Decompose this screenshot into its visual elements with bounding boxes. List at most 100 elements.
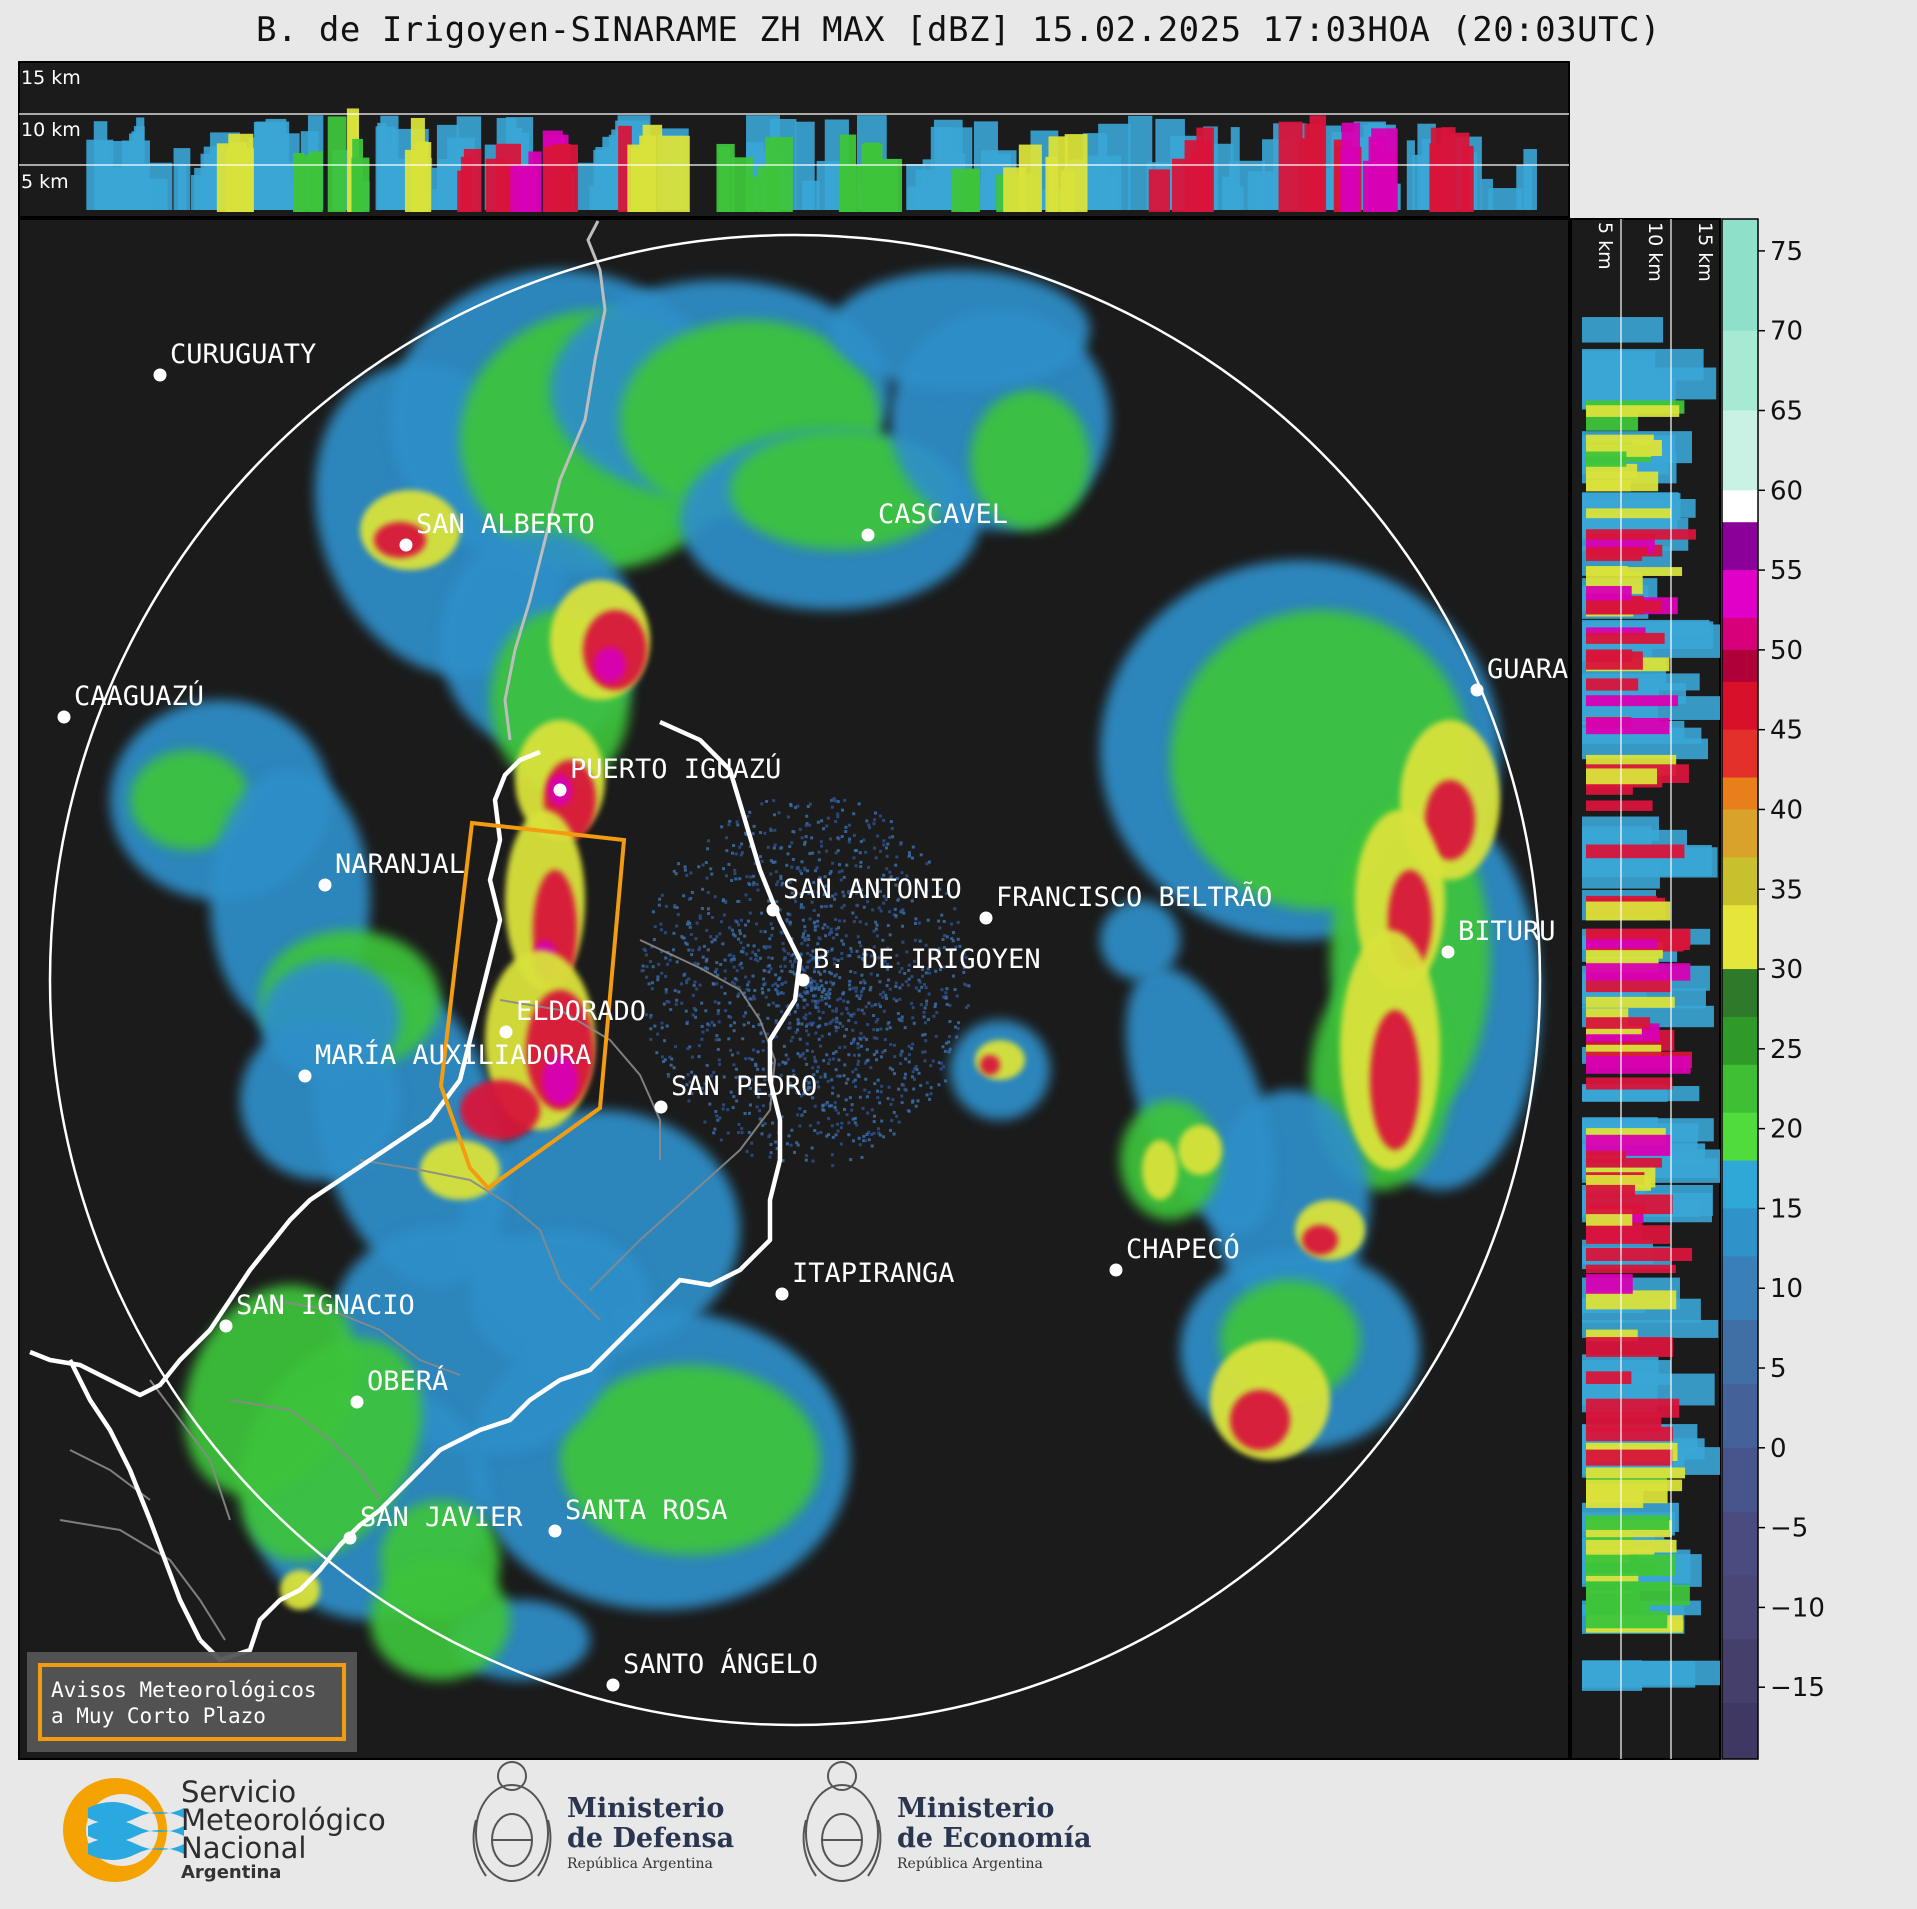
colorbar-tick-label: −5 xyxy=(1770,1514,1808,1544)
echo-blob xyxy=(1100,900,1180,980)
colorbar-tick-label: 75 xyxy=(1770,237,1803,267)
top-height-label: 5 km xyxy=(21,171,69,193)
colorbar-tick-label: 70 xyxy=(1770,317,1803,347)
echo-core xyxy=(460,1080,540,1140)
snm-logo xyxy=(63,1778,184,1882)
colorbar-tick-label: 65 xyxy=(1770,397,1803,427)
city-label: SANTA ROSA xyxy=(565,1495,728,1526)
city-label: MARÍA AUXILIADORA xyxy=(315,1039,591,1071)
city-label: B. DE IRIGOYEN xyxy=(813,944,1041,975)
echo-core xyxy=(1370,1010,1420,1150)
snm-country: Argentina xyxy=(181,1862,282,1883)
reflectivity-echoes xyxy=(110,270,1540,1680)
warning-legend-box: Avisos Meteorológicos a Muy Corto Plazo xyxy=(27,1652,357,1752)
city-label: BITURU xyxy=(1458,916,1556,947)
top-height-label: 15 km xyxy=(21,67,81,89)
ground-clutter xyxy=(640,796,971,1168)
city-label: OBERÁ xyxy=(367,1365,448,1397)
economia-name: Ministerio de Economía República Argenti… xyxy=(897,1794,1091,1874)
footer-logos xyxy=(63,1761,882,1882)
echo-core xyxy=(594,647,626,683)
warning-legend-line1: Avisos Meteorológicos xyxy=(51,1678,317,1702)
city-marker: GUARA xyxy=(1470,654,1568,697)
warning-polygon xyxy=(438,820,627,1191)
city-label: GUARA xyxy=(1487,654,1568,685)
snm-line2: Meteorológico xyxy=(181,1803,386,1837)
city-label: CASCAVEL xyxy=(878,499,1008,530)
echo-core xyxy=(1142,1140,1178,1200)
city-marker: CHAPECÓ xyxy=(1109,1233,1240,1277)
colorbar-tick-label: 0 xyxy=(1770,1434,1787,1464)
city-label: ELDORADO xyxy=(516,996,646,1027)
city-label: CURUGUATY xyxy=(170,339,316,370)
city-marker: NARANJAL xyxy=(318,849,465,892)
echo-core xyxy=(1302,1225,1338,1255)
city-label: NARANJAL xyxy=(335,849,465,880)
city-marker: SAN IGNACIO xyxy=(219,1290,415,1333)
colorbar-tick-label: 35 xyxy=(1770,875,1803,905)
echo-core xyxy=(420,1140,500,1200)
economia-sub: República Argentina xyxy=(897,1856,1043,1872)
defensa-name: Ministerio de Defensa República Argentin… xyxy=(567,1794,734,1874)
city-marker: BITURU xyxy=(1441,916,1556,959)
side-height-profile: 5 km 10 km 15 km xyxy=(1570,218,1721,1760)
radar-map: CURUGUATY SAN ALBERTO CASCAVEL CAAGUAZÚ PUER… xyxy=(18,218,1570,1760)
city-label: SAN IGNACIO xyxy=(236,1290,415,1321)
colorbar-tick-label: −10 xyxy=(1770,1593,1825,1623)
echo-blob xyxy=(830,270,1090,390)
colorbar-tick-label: 25 xyxy=(1770,1035,1803,1065)
snm-line3: Nacional xyxy=(181,1831,307,1865)
city-marker: MARÍA AUXILIADORA xyxy=(298,1039,591,1083)
city-label: SANTO ÁNGELO xyxy=(623,1648,818,1680)
colorbar-tick-label: 40 xyxy=(1770,795,1803,825)
city-marker: ITAPIRANGA xyxy=(775,1258,955,1301)
department-boundaries xyxy=(59,939,777,1641)
city-label: PUERTO IGUAZÚ xyxy=(570,753,781,785)
city-label: CAAGUAZÚ xyxy=(74,680,204,712)
chart-title: B. de Irigoyen-SINARAME ZH MAX [dBZ] 15.… xyxy=(256,10,1661,50)
city-label: ITAPIRANGA xyxy=(792,1258,955,1289)
range-ring xyxy=(48,233,1542,1727)
economia-line1: Ministerio xyxy=(897,1793,1055,1824)
colorbar-tick-label: 50 xyxy=(1770,636,1803,666)
city-label: FRANCISCO BELTRÃO xyxy=(996,881,1272,913)
city-label: CHAPECÓ xyxy=(1126,1233,1240,1265)
side-height-label: 5 km xyxy=(1594,222,1616,270)
colorbar-tick-label: 30 xyxy=(1770,955,1803,985)
side-height-label: 10 km xyxy=(1644,222,1666,282)
city-marker: SAN JAVIER xyxy=(343,1502,523,1545)
echo-core xyxy=(1230,1390,1290,1450)
colorbar-tick-label: 60 xyxy=(1770,476,1803,506)
colorbar-tick-label: 5 xyxy=(1770,1354,1787,1384)
echo-blob xyxy=(1126,966,1274,1234)
colorbar-tick-label: 55 xyxy=(1770,556,1803,586)
city-marker: SANTO ÁNGELO xyxy=(606,1648,818,1692)
echo-blob xyxy=(730,430,950,550)
city-marker: CAAGUAZÚ xyxy=(57,680,204,724)
city-marker: SANTA ROSA xyxy=(548,1495,728,1538)
snm-line1: Servicio xyxy=(181,1775,297,1809)
colorbar-tick-label: 20 xyxy=(1770,1115,1803,1145)
side-height-label: 15 km xyxy=(1694,222,1716,282)
city-labels: CURUGUATY SAN ALBERTO CASCAVEL CAAGUAZÚ PUER… xyxy=(57,339,1568,1692)
warning-legend-line2: a Muy Corto Plazo xyxy=(51,1704,266,1728)
economia-line2: de Economía xyxy=(897,1823,1092,1854)
snm-name: Servicio Meteorológico Nacional Argentin… xyxy=(181,1778,421,1884)
city-marker: PUERTO IGUAZÚ xyxy=(553,753,781,797)
echo-blob xyxy=(240,1020,400,1180)
city-label: SAN PEDRO xyxy=(671,1071,817,1102)
top-height-label: 10 km xyxy=(21,119,81,141)
city-marker: SAN ANTONIO xyxy=(766,874,962,917)
parana-river xyxy=(503,220,607,741)
economia-seal xyxy=(802,1761,882,1882)
city-marker: CURUGUATY xyxy=(153,339,316,382)
echo-blob xyxy=(560,1365,820,1555)
city-marker: B. DE IRIGOYEN xyxy=(796,944,1041,987)
city-marker: OBERÁ xyxy=(350,1365,448,1409)
colorbar-tick-label: −15 xyxy=(1770,1673,1825,1703)
colorbar-tick-label: 15 xyxy=(1770,1194,1803,1224)
echo-blob xyxy=(130,750,250,850)
defensa-sub: República Argentina xyxy=(567,1856,713,1872)
